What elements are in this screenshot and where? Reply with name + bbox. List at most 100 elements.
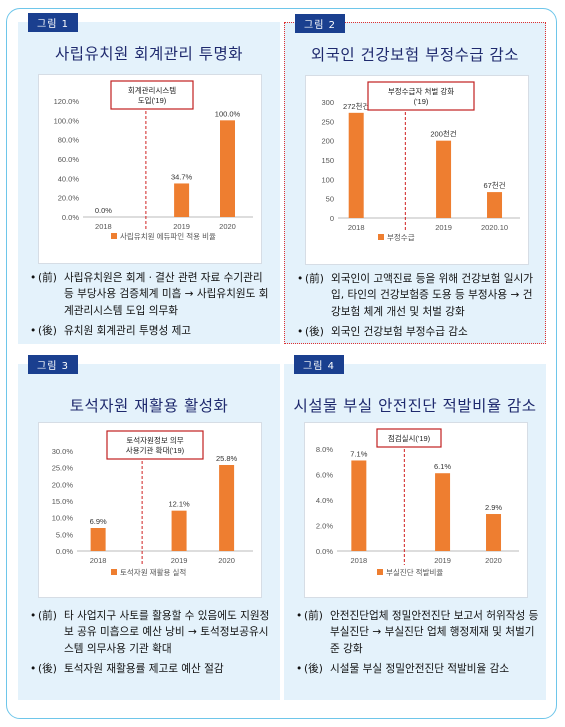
panel-4-tag: 그림 4 [294, 355, 344, 374]
panel-3-tag: 그림 3 [28, 355, 78, 374]
legend-swatch [111, 233, 117, 239]
y-tick-label: 6.0% [316, 471, 333, 480]
x-tick-label: 2020.10 [481, 223, 508, 232]
bullet-after: • (後) 유치원 회계관리 투명성 제고 [30, 323, 274, 339]
panel-1-tag: 그림 1 [28, 13, 78, 32]
x-tick-label: 2019 [435, 223, 452, 232]
bullet-text: 외국인 건강보험 부정수급 감소 [331, 326, 468, 339]
bullet-before: • (前) 사립유치원은 회계ㆍ결산 관련 자료 수기관리 등 부당사용 검증체계 … [30, 270, 274, 319]
chart-2-box: 0 50 100 150 200 250 300 272천건 2018 200천건 2019 67천건… [305, 75, 529, 265]
bullet-prefix: (前) [38, 272, 57, 284]
bullet-prefix: (後) [304, 663, 323, 676]
bullet-text: 외국인이 고액진료 등을 위해 건강보험 일시가입, 타인의 건강보험증 도용 … [331, 273, 534, 318]
data-label: 67천건 [483, 180, 505, 190]
data-label: 0.0% [95, 206, 112, 215]
annotation-text: 회계관리시스템 [128, 85, 176, 95]
bullet-text: 유치원 회계관리 투명성 제고 [64, 325, 192, 338]
panel-2-title: 외국인 건강보험 부정수급 감소 [310, 46, 520, 64]
data-label: 34.7% [171, 172, 193, 181]
bar [219, 465, 235, 551]
chart-2: 0 50 100 150 200 250 300 272천건 2018 200천건 2019 67천건… [321, 81, 520, 242]
annotation-box [376, 428, 442, 448]
y-tick-label: 100 [321, 175, 334, 184]
annotation-box [110, 80, 194, 110]
bar [348, 112, 364, 218]
data-label: 200천건 [430, 129, 456, 139]
bullet-prefix: (前) [305, 273, 324, 285]
bar [435, 473, 451, 551]
bullet-text: 안전진단업체 정밀안전진단 보고서 허위작성 등 부실진단 → 부실진단 업체 … [330, 610, 539, 655]
chart-4-box: 0.0% 2.0% 4.0% 6.0% 8.0% 7.1% 2018 6.1% 2019 2.9%… [304, 422, 528, 598]
data-label: 12.1% [168, 500, 190, 509]
y-tick-label: 25.0% [52, 464, 74, 473]
y-tick-label: 0.0% [62, 213, 79, 222]
annotation-text: 토석자원정보 의무 [126, 435, 183, 445]
bar [436, 140, 452, 218]
y-tick-label: 20.0% [58, 194, 80, 203]
x-tick-label: 2019 [434, 556, 451, 565]
bullet-dot: • [296, 663, 303, 676]
y-tick-label: 20.0% [52, 480, 74, 489]
chart-1: 0.0% 20.0% 40.0% 60.0% 80.0% 100.0% 120.0% 0.0%… [54, 80, 253, 241]
chart-3-box: 0.0% 5.0% 10.0% 15.0% 20.0% 25.0% 30.0% 6.9% 201… [38, 422, 262, 598]
bullet-before: • (前) 외국인이 고액진료 등을 위해 건강보험 일시가입, 타인의 건강보험증… [297, 271, 541, 320]
data-label: 6.9% [90, 517, 107, 526]
y-tick-label: 4.0% [316, 496, 333, 505]
legend-swatch [111, 569, 117, 575]
bullet-text: 사립유치원은 회계ㆍ결산 관련 자료 수기관리 등 부당사용 검증체계 미흡 →… [64, 272, 269, 317]
annotation-text: 사용기관 확대('19) [126, 445, 185, 455]
bullet-after: • (後) 토석자원 재활용률 제고로 예산 절감 [30, 661, 274, 677]
annotation-text: 부정수급자 처벌 강화 [388, 86, 454, 96]
bullet-dot: • [297, 273, 304, 285]
data-label: 2.9% [485, 503, 502, 512]
bullet-after: • (後) 시설물 부실 정밀안전진단 적발비율 감소 [296, 661, 540, 677]
y-tick-label: 300 [321, 98, 334, 107]
y-tick-label: 150 [321, 156, 334, 165]
bullet-after: • (後) 외국인 건강보험 부정수급 감소 [297, 324, 541, 340]
x-tick-label: 2020 [218, 556, 235, 565]
x-tick-label: 2018 [95, 222, 112, 231]
bullet-dot: • [30, 272, 37, 284]
bar [486, 514, 502, 551]
y-tick-label: 0.0% [56, 547, 73, 556]
legend-label: 토석자원 재활용 실적 [120, 567, 186, 577]
y-tick-label: 2.0% [316, 522, 333, 531]
data-label: 100.0% [215, 109, 241, 118]
bar [171, 510, 187, 551]
bullet-prefix: (前) [304, 610, 323, 622]
legend-label: 사립유치원 에듀파인 적용 비율 [120, 231, 216, 241]
legend-label: 부실진단 적발비율 [386, 567, 443, 577]
data-label: 272천건 [343, 101, 369, 111]
bar [174, 183, 190, 217]
bullet-dot: • [30, 610, 37, 622]
y-tick-label: 15.0% [52, 497, 74, 506]
y-tick-label: 5.0% [56, 530, 73, 539]
panel-4-bullets: • (前) 안전진단업체 정밀안전진단 보고서 허위작성 등 부실진단 → 부실진단… [296, 608, 540, 682]
y-tick-label: 120.0% [54, 97, 80, 106]
chart-1-box: 0.0% 20.0% 40.0% 60.0% 80.0% 100.0% 120.0% 0.0%… [38, 74, 262, 264]
panel-3-title: 토석자원 재활용 활성화 [69, 397, 229, 415]
panel-4-title: 시설물 부실 안전진단 적발비율 감소 [293, 397, 537, 415]
legend-label: 부정수급 [387, 232, 415, 242]
bullet-before: • (前) 타 사업지구 사토를 활용할 수 있음에도 지원정보 공유 미흡으로 예… [30, 608, 274, 657]
y-tick-label: 250 [321, 117, 334, 126]
y-tick-label: 200 [321, 137, 334, 146]
panel-3: 그림 3 토석자원 재활용 활성화 0.0% 5.0% 10.0% 15.0% 20.0… [18, 355, 280, 700]
panel-1-title: 사립유치원 회계관리 투명화 [55, 45, 243, 63]
bullet-dot: • [30, 325, 37, 338]
y-tick-label: 10.0% [52, 514, 74, 523]
y-tick-label: 50 [326, 195, 334, 204]
y-tick-label: 30.0% [52, 447, 74, 456]
chart-4: 0.0% 2.0% 4.0% 6.0% 8.0% 7.1% 2018 6.1% 2019 2.9%… [316, 428, 519, 577]
panel-1: 그림 1 사립유치원 회계관리 투명화 0.0% 20.0% 40.0% 60.0% 8… [18, 13, 280, 344]
bullet-dot: • [296, 610, 303, 622]
y-tick-label: 60.0% [58, 155, 80, 164]
bullet-text: 토석자원 재활용률 제고로 예산 절감 [64, 663, 224, 676]
bar [487, 192, 503, 218]
x-tick-label: 2020 [219, 222, 236, 231]
panel-2-bullets: • (前) 외국인이 고액진료 등을 위해 건강보험 일시가입, 타인의 건강보험증… [297, 271, 541, 345]
bullet-text: 시설물 부실 정밀안전진단 적발비율 감소 [330, 663, 510, 676]
y-tick-label: 100.0% [54, 116, 80, 125]
x-tick-label: 2018 [350, 556, 367, 565]
y-tick-label: 0.0% [316, 547, 333, 556]
